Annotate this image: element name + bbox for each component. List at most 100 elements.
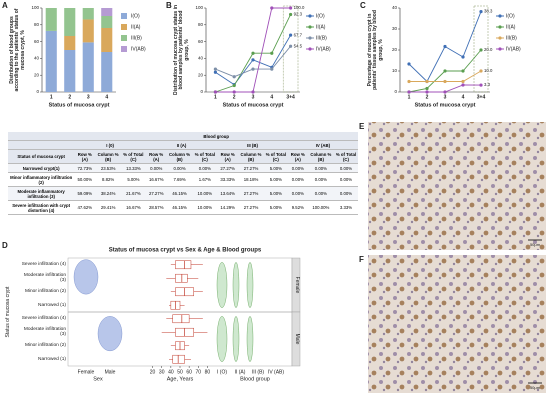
table-cell: 0.00% (333, 163, 358, 173)
table-cell: 33.33% (217, 172, 239, 187)
scale-label: 50μm (530, 385, 541, 390)
point (479, 83, 483, 87)
x-tick-label: 30 (159, 369, 165, 375)
sex-violin (97, 316, 123, 352)
value-label: 38.3 (484, 9, 493, 14)
y-axis-label: Distribution of mucosa crypt status in b… (172, 4, 190, 95)
x-tick-label: IV (AB) (268, 369, 284, 375)
row-label: Minor infiltration (2) (24, 289, 66, 295)
value-label: 10.0 (484, 68, 493, 73)
row-label: Minor inflammatory infiltration (2) (8, 172, 75, 187)
point (270, 51, 274, 55)
point (251, 67, 255, 71)
legend-label: IV(AB) (316, 46, 331, 52)
point (461, 69, 465, 73)
table-cell: 10.00% (192, 200, 218, 215)
table-cell: 13.33% (121, 163, 146, 173)
facet-strip (291, 311, 301, 367)
x-axis-label: Blood group (240, 376, 270, 382)
x-tick-label: 2 (233, 94, 236, 100)
table-cell: 13.64% (217, 186, 239, 201)
table-cell: 5.00% (263, 200, 288, 215)
box-body (175, 260, 192, 270)
legend-label: I(O) (131, 13, 140, 19)
y-tick-label: 40 (34, 56, 40, 61)
panel-label: A (2, 1, 8, 10)
legend-label: II(A) (316, 24, 326, 30)
bar-segment (82, 42, 94, 92)
point (289, 12, 293, 17)
x-axis-label: Status of mucosa crypt (415, 102, 476, 108)
table-cell: 50.00% (74, 172, 96, 187)
table-cell: 0.00% (166, 163, 193, 173)
value-label: 67.7 (294, 32, 303, 37)
scale-label: 50μm (530, 242, 541, 247)
point (425, 90, 429, 94)
facet-label: Female (293, 276, 300, 294)
table-cell: 14.29% (217, 200, 239, 215)
row-label: Severe infiltration (4) (21, 262, 66, 268)
table-cell: 0.00% (287, 163, 308, 173)
sub-header: Column % (B) (238, 149, 264, 164)
table-cell: 0.00% (307, 186, 334, 201)
point (289, 33, 293, 37)
table-cell: 59.09% (74, 186, 96, 201)
header-blank (8, 140, 75, 150)
sub-header: % of Total (C) (263, 149, 288, 164)
legend-marker (498, 25, 502, 29)
table-cell: 16.67% (121, 200, 146, 215)
sub-header: Column % (B) (95, 149, 122, 164)
legend-marker (498, 14, 502, 18)
legend-swatch (121, 35, 127, 41)
point (213, 67, 217, 71)
sub-header: % of Total (C) (192, 149, 218, 164)
row-label: Narrowed (1) (38, 302, 66, 308)
table-cell: 5.00% (121, 172, 146, 187)
header-blank (8, 132, 75, 141)
bar-segment (64, 50, 76, 92)
panel-label: F (359, 255, 364, 264)
y-axis-label: Status of mucosa crypt (5, 286, 12, 338)
point (479, 48, 483, 52)
point (479, 69, 483, 73)
table-cell: 27.27% (238, 200, 264, 215)
point (289, 6, 293, 10)
box-body (172, 314, 190, 324)
x-tick-label: 3 (252, 94, 255, 100)
x-tick-label: 4 (462, 94, 465, 100)
panel-label: D (2, 241, 8, 250)
x-axis-label: Sex (93, 376, 103, 382)
box-body (172, 354, 185, 364)
bar-segment (101, 8, 113, 16)
table-title: Blood group (74, 132, 358, 141)
sub-header: Column % (B) (166, 149, 193, 164)
x-tick-label: 2 (426, 94, 429, 100)
x-tick-label: 1 (408, 94, 411, 100)
y-tick-label: 100 (195, 5, 203, 10)
chart-title: Status of mucosa crypt vs Sex & Age & Bl… (109, 248, 262, 254)
bar-segment (45, 30, 57, 92)
sub-header: Row % (A) (74, 149, 96, 164)
point (461, 79, 465, 84)
table-cell: 0.00% (307, 163, 334, 173)
table-cell: 10.00% (192, 186, 218, 201)
point (407, 79, 411, 84)
point (407, 90, 411, 94)
value-label: 20.0 (484, 47, 493, 52)
row-label: Moderate inflammatory infiltration (3) (8, 186, 75, 201)
y-tick-label: 0 (36, 89, 39, 94)
blood-violin (246, 262, 254, 308)
blood-violin (232, 262, 240, 308)
point (443, 79, 447, 84)
bar-segment (101, 28, 113, 52)
legend-marker (308, 14, 312, 18)
table-cell: 46.15% (166, 200, 193, 215)
point (443, 90, 447, 94)
legend-label: III(B) (131, 35, 142, 41)
sub-header: Row % (A) (145, 149, 167, 164)
value-label: 3.3 (484, 82, 491, 87)
y-tick-label: 10 (392, 68, 398, 73)
x-tick-label: 20 (150, 369, 156, 375)
group-header: IV (AB) (287, 140, 358, 150)
